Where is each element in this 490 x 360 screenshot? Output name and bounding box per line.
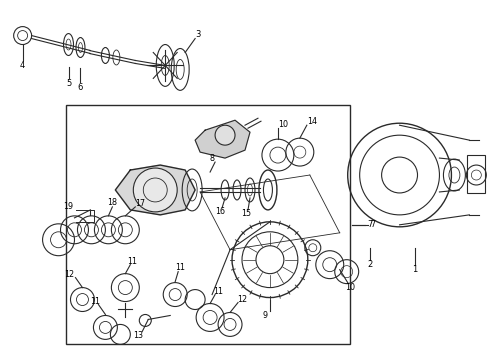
Text: 17: 17 [135,199,146,208]
Text: 9: 9 [262,311,268,320]
Text: 19: 19 [63,202,74,211]
Text: 11: 11 [213,287,223,296]
Text: 12: 12 [237,295,247,304]
Text: 13: 13 [133,331,143,340]
Text: 6: 6 [78,83,83,92]
Text: 15: 15 [241,210,251,219]
Text: 8: 8 [210,154,215,163]
Text: 16: 16 [215,207,225,216]
Text: 11: 11 [175,263,185,272]
Text: 10: 10 [278,120,288,129]
Polygon shape [115,165,195,215]
Text: 18: 18 [107,198,118,207]
Text: 7: 7 [370,220,375,229]
Text: 2: 2 [367,260,372,269]
Text: 1: 1 [412,265,417,274]
Text: 4: 4 [20,61,25,70]
Text: 11: 11 [91,297,100,306]
Text: 11: 11 [127,257,137,266]
Text: 10: 10 [344,283,355,292]
Text: 14: 14 [307,117,317,126]
Text: 7: 7 [367,220,372,229]
Text: 5: 5 [66,79,71,88]
Bar [467,155,485,193]
Text: 12: 12 [65,270,74,279]
Circle shape [215,125,235,145]
Text: 3: 3 [196,30,201,39]
Polygon shape [195,120,250,158]
Circle shape [133,168,177,212]
Bar [66,105,350,345]
